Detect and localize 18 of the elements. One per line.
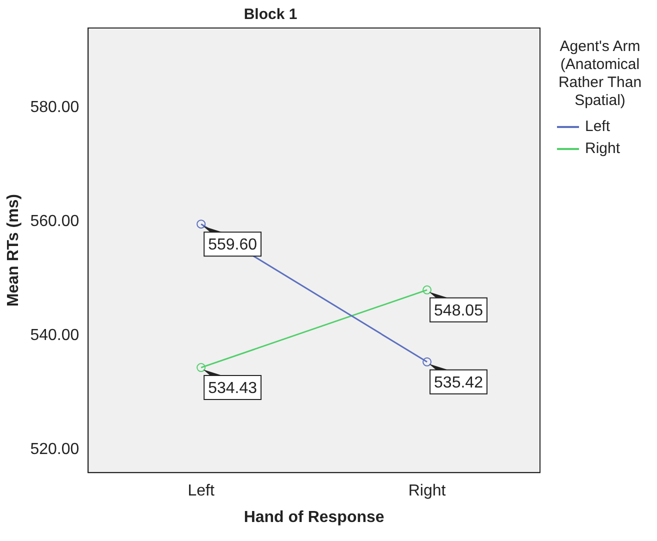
- x-axis-title: Hand of Response: [244, 508, 384, 526]
- chart-title: Block 1: [244, 6, 298, 24]
- legend-label: Right: [585, 139, 620, 159]
- y-tick-label: 520.00: [30, 441, 80, 458]
- data-label: 535.42: [434, 374, 484, 392]
- data-label: 534.43: [208, 380, 258, 397]
- point: [196, 363, 206, 372]
- data-label: 559.60: [208, 236, 258, 254]
- y-tick-label: 540.00: [30, 327, 80, 344]
- data-label: 548.05: [434, 302, 484, 320]
- point: [422, 285, 432, 294]
- y-axis-title: Mean RTs (ms): [5, 194, 22, 307]
- y-tick-label: 560.00: [30, 213, 80, 230]
- legend-label: Left: [585, 117, 610, 137]
- legend-title: Agent's Arm (Anatomical Rather Than Spatial): [557, 38, 643, 110]
- point: [196, 220, 206, 229]
- y-tick-label: 580.00: [30, 99, 80, 116]
- point: [422, 357, 432, 366]
